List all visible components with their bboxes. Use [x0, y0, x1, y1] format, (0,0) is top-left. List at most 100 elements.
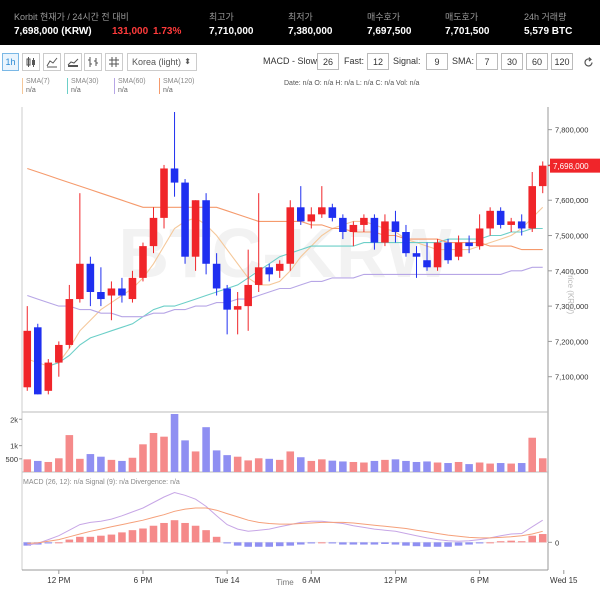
volume-bar	[107, 459, 116, 472]
candle-body	[307, 214, 316, 222]
candle-body	[517, 221, 526, 229]
volume-bar	[307, 460, 316, 472]
macd-histogram-bar	[465, 542, 473, 545]
macd-histogram-bar	[423, 542, 431, 547]
price-chart[interactable]: BTC-KRW 7,800,0007,700,0007,600,0007,500…	[0, 92, 600, 591]
candle-body	[118, 288, 126, 296]
candle-body	[254, 267, 263, 285]
macd-histogram-bar	[412, 542, 421, 547]
macd-histogram-bar	[475, 542, 484, 544]
candle-body	[76, 263, 84, 300]
candle-body	[212, 263, 221, 289]
legend-sma60-swatch	[114, 78, 115, 94]
volume-bar	[444, 463, 452, 472]
candle-body	[538, 165, 547, 187]
volume-bar	[139, 444, 147, 472]
volume-bar	[202, 427, 210, 472]
macd-tick-label: 0	[555, 538, 559, 547]
macd-signal-input[interactable]: 9	[426, 53, 448, 70]
legend-sma30-name: SMA(30)	[71, 78, 99, 85]
watermark: BTC-KRW	[118, 214, 451, 292]
candle-body	[349, 224, 358, 232]
macd-fast-input[interactable]: 12	[367, 53, 389, 70]
macd-histogram-bar	[360, 542, 368, 545]
volume-bar	[475, 462, 484, 472]
macd-line	[27, 491, 543, 546]
macd-histogram-bar	[454, 542, 463, 546]
volume-bar	[328, 460, 337, 472]
candle-body	[23, 330, 32, 388]
candle-body	[223, 288, 231, 310]
area-chart-icon[interactable]	[43, 53, 61, 71]
x-tick-label: 6 AM	[302, 576, 321, 585]
macd-histogram-bar	[318, 542, 326, 544]
volume-bar	[296, 457, 305, 472]
candle-body	[139, 246, 147, 278]
ohlc-bars-icon[interactable]	[84, 53, 102, 71]
candle-body	[339, 217, 347, 232]
volume-bar	[191, 451, 200, 472]
macd-histogram-bar	[233, 542, 242, 546]
candle-body	[97, 292, 105, 300]
macd-slow-input[interactable]: 26	[317, 53, 339, 70]
volume-bar	[65, 435, 74, 472]
sma-input-2[interactable]: 30	[501, 53, 523, 70]
bar-chart-icon[interactable]	[64, 53, 82, 71]
ask-label: 매도호가	[445, 12, 479, 22]
price-tick-label: 7,800,000	[555, 126, 588, 135]
volume-bar	[391, 459, 400, 472]
candle-body	[107, 288, 116, 296]
macd-histogram-bar	[391, 542, 400, 545]
macd-histogram-bar	[149, 525, 158, 543]
x-tick-label: 12 PM	[47, 576, 70, 585]
macd-histogram-bar	[23, 542, 32, 546]
volume-bar	[86, 454, 95, 472]
reset-icon[interactable]	[580, 53, 596, 71]
candle-body	[191, 200, 200, 257]
macd-histogram-bar	[444, 542, 452, 547]
ask-value: 7,701,500	[445, 26, 490, 37]
x-tick-label: 6 PM	[470, 576, 489, 585]
grid-icon[interactable]	[105, 53, 123, 71]
volume-bar	[244, 460, 252, 472]
low-value: 7,380,000	[288, 26, 333, 37]
candle-body	[128, 277, 137, 300]
candle-chart-icon[interactable]	[22, 53, 40, 71]
candle-body	[286, 207, 295, 264]
macd-histogram-bar	[128, 530, 137, 543]
volume-24h-label: 24h 거래량	[524, 12, 567, 22]
price-tick-label: 7,300,000	[555, 302, 588, 311]
sma-input-4[interactable]: 120	[551, 53, 573, 70]
y-axis-label: Price (KRW)	[566, 270, 575, 315]
candle-body	[381, 221, 389, 243]
theme-select[interactable]: Korea (light) ⬍	[127, 53, 197, 71]
macd-histogram-bar	[44, 542, 53, 544]
volume-bar	[412, 461, 421, 472]
candle-body	[402, 232, 410, 254]
macd-signal-line	[27, 507, 543, 544]
volume-bar	[486, 463, 494, 472]
macd-histogram-bar	[170, 520, 179, 543]
x-axis-label: Time	[276, 578, 294, 587]
volume-bar	[517, 463, 526, 472]
sma-input-1[interactable]: 7	[476, 53, 498, 70]
price-tick-label: 7,200,000	[555, 337, 588, 346]
macd-histogram-bar	[538, 534, 547, 543]
macd-histogram-bar	[339, 542, 347, 545]
volume-bar	[33, 460, 42, 472]
candle-body	[423, 260, 431, 268]
sma-60-line	[27, 266, 543, 318]
volume-bar	[423, 461, 431, 472]
macd-histogram-bar	[507, 540, 515, 543]
ohlc-readout: Date: n/a O: n/a H: n/a L: n/a C: n/a Vo…	[284, 80, 420, 87]
macd-histogram-bar	[328, 542, 337, 544]
macd-histogram-bar	[286, 542, 295, 546]
sma-input-3[interactable]: 60	[526, 53, 548, 70]
candle-body	[318, 207, 326, 215]
volume-bar	[181, 440, 189, 472]
legend-sma7-value: n/a	[26, 87, 36, 94]
interval-button[interactable]: 1h	[2, 53, 19, 71]
candle-body	[391, 221, 400, 232]
macd-signal-label: Signal:	[393, 56, 421, 66]
macd-histogram-bar	[118, 532, 126, 543]
